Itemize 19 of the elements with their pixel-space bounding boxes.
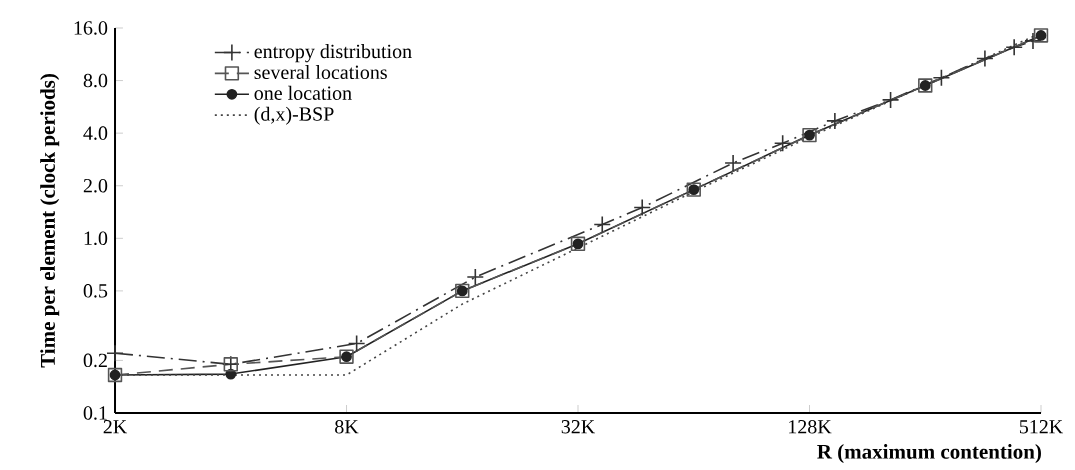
legend-label: entropy distribution	[254, 44, 412, 63]
y-tick-label: 2.0	[83, 178, 108, 193]
y-tick-label: 4.0	[83, 126, 108, 140]
y-tick-label: 1.0	[84, 231, 108, 246]
x-tick-label: 128K	[789, 420, 832, 434]
legend-label: several locations	[254, 64, 387, 80]
y-axis-title: Time per element (clock periods)	[40, 74, 60, 368]
x-tick-label: 32K	[561, 420, 596, 434]
x-tick-label: 8K	[335, 420, 359, 434]
y-tick-label: 8.0	[83, 73, 108, 88]
y-tick-label: 0.1	[83, 406, 107, 420]
legend-label: (d,x)-BSP	[254, 106, 334, 125]
x-axis-title: R (maximum contention)	[817, 444, 1041, 464]
legend-label: one location	[254, 85, 352, 100]
x-tick-label: 512K	[1019, 420, 1064, 434]
y-tick-label: 16.0	[74, 21, 108, 35]
y-tick-label: 0.5	[83, 284, 108, 298]
y-tick-label: 0.2	[83, 353, 107, 368]
x-tick-label: 2K	[103, 420, 128, 434]
